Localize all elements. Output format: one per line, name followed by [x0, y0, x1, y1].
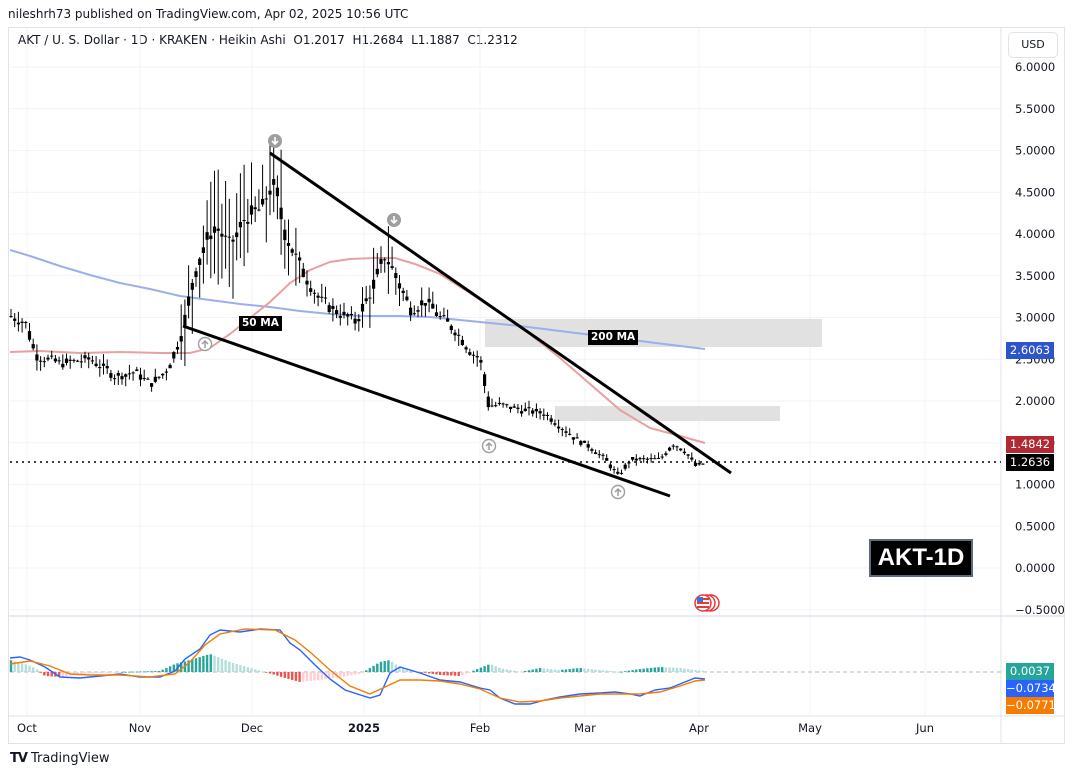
tradingview-brand[interactable]: TV TradingView	[10, 751, 109, 766]
us-flag-event-icon[interactable]	[694, 594, 720, 612]
macd-histogram-tag: 0.0037	[1006, 663, 1054, 680]
down-arrow-marker-icon[interactable]	[268, 134, 282, 148]
price-tick: 5.5000	[1015, 102, 1055, 116]
price-tick: 0.0000	[1015, 561, 1055, 575]
ma50-label: 50 MA	[239, 316, 282, 331]
grid	[10, 28, 1000, 715]
upper-wedge-trendline[interactable]	[269, 151, 732, 475]
price-tick: 3.0000	[1015, 311, 1055, 325]
macd-signal-line[interactable]	[9, 628, 706, 703]
macd-histogram[interactable]	[9, 654, 705, 682]
time-tick: Dec	[241, 721, 263, 735]
up-arrow-marker-icon[interactable]	[481, 438, 497, 454]
ma200-price-tag: 2.6063	[1006, 342, 1054, 359]
price-tick: 0.5000	[1015, 519, 1055, 533]
resistance-zone-2[interactable]	[555, 406, 780, 421]
time-tick: May	[798, 721, 822, 735]
last-price-tag: 1.2636	[1006, 454, 1054, 471]
brand-name: TradingView	[30, 751, 110, 766]
time-tick: Feb	[470, 721, 490, 735]
ma200-label: 200 MA	[588, 330, 639, 345]
time-tick: Apr	[689, 721, 709, 735]
down-arrow-marker-icon[interactable]	[387, 213, 401, 227]
macd-signal-tag: −0.0771	[1006, 697, 1056, 714]
published-by: nileshrh73 published on TradingView.com,…	[8, 7, 409, 21]
price-tick: 4.5000	[1015, 185, 1055, 199]
price-tick: −0.5000	[1015, 603, 1065, 617]
chart-title-box: AKT-1D	[869, 539, 973, 577]
time-tick: Oct	[17, 721, 37, 735]
macd-line-tag: −0.0734	[1006, 680, 1056, 697]
ma50-price-tag: 1.4842	[1006, 436, 1054, 453]
currency-button[interactable]: USD	[1008, 32, 1058, 58]
time-axis-labels[interactable]: Oct Nov Dec 2025 Feb Mar Apr May Jun	[17, 721, 934, 735]
macd-line[interactable]	[9, 628, 706, 705]
time-tick: 2025	[348, 721, 380, 735]
lower-wedge-trendline[interactable]	[182, 324, 671, 498]
price-tick: 4.0000	[1015, 227, 1055, 241]
price-tick: 2.0000	[1015, 394, 1055, 408]
time-tick: Mar	[574, 721, 596, 735]
chart-frame	[8, 27, 1065, 744]
up-arrow-marker-icon[interactable]	[610, 484, 626, 500]
candlesticks[interactable]	[9, 137, 705, 475]
ma200-line[interactable]	[9, 249, 706, 350]
price-axis-labels[interactable]: 6.0000 5.5000 5.0000 4.5000 4.0000 3.5000 3.00…	[1015, 60, 1065, 617]
time-tick: Nov	[129, 721, 152, 735]
price-tick: 5.0000	[1015, 144, 1055, 158]
time-tick: Jun	[915, 721, 934, 735]
price-tick: 3.5000	[1015, 269, 1055, 283]
up-arrow-marker-icon[interactable]	[197, 336, 213, 352]
tradingview-logo-icon: TV	[10, 751, 28, 766]
price-tick: 1.0000	[1015, 478, 1055, 492]
price-tick: 6.0000	[1015, 60, 1055, 74]
ma50-line[interactable]	[9, 257, 706, 444]
